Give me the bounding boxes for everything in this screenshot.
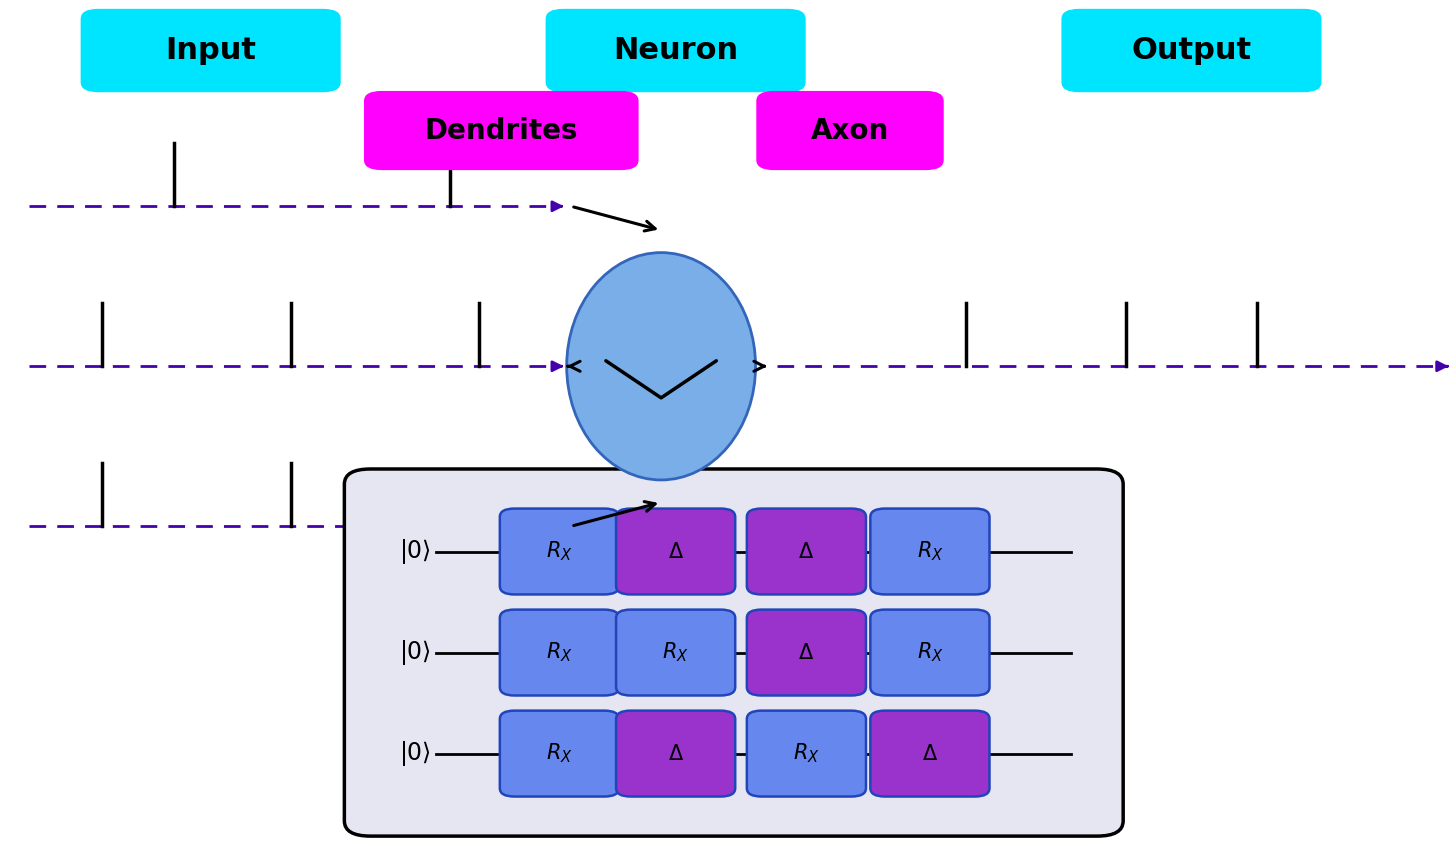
FancyBboxPatch shape [500,610,619,695]
FancyBboxPatch shape [747,509,866,594]
FancyBboxPatch shape [870,711,989,797]
FancyBboxPatch shape [500,711,619,797]
Text: $|0\rangle$: $|0\rangle$ [400,537,432,566]
Text: Output: Output [1132,36,1251,65]
Text: $\Delta$: $\Delta$ [667,743,684,764]
FancyBboxPatch shape [747,711,866,797]
FancyBboxPatch shape [870,610,989,695]
Text: $|0\rangle$: $|0\rangle$ [400,638,432,667]
Text: $\Delta$: $\Delta$ [798,642,815,663]
FancyBboxPatch shape [870,509,989,594]
Text: $\Delta$: $\Delta$ [798,541,815,562]
FancyBboxPatch shape [80,9,340,93]
Text: $R_X$: $R_X$ [917,641,943,664]
FancyBboxPatch shape [363,91,638,170]
Text: $R_X$: $R_X$ [546,540,572,563]
Text: Input: Input [166,36,256,65]
FancyBboxPatch shape [616,711,735,797]
Text: Neuron: Neuron [613,36,738,65]
Text: $\Delta$: $\Delta$ [921,743,939,764]
FancyBboxPatch shape [546,9,805,93]
Text: $R_X$: $R_X$ [793,742,819,765]
Text: $R_X$: $R_X$ [546,641,572,664]
Ellipse shape [567,253,756,480]
FancyBboxPatch shape [500,509,619,594]
FancyBboxPatch shape [747,610,866,695]
FancyBboxPatch shape [344,469,1123,836]
Text: Dendrites: Dendrites [424,116,578,145]
Text: $R_X$: $R_X$ [917,540,943,563]
Text: $R_X$: $R_X$ [663,641,689,664]
FancyBboxPatch shape [1061,9,1322,93]
FancyBboxPatch shape [616,509,735,594]
FancyBboxPatch shape [756,91,944,170]
Text: $\Delta$: $\Delta$ [667,541,684,562]
Text: $R_X$: $R_X$ [546,742,572,765]
FancyBboxPatch shape [616,610,735,695]
Text: $|0\rangle$: $|0\rangle$ [400,739,432,768]
Text: Axon: Axon [811,116,889,145]
